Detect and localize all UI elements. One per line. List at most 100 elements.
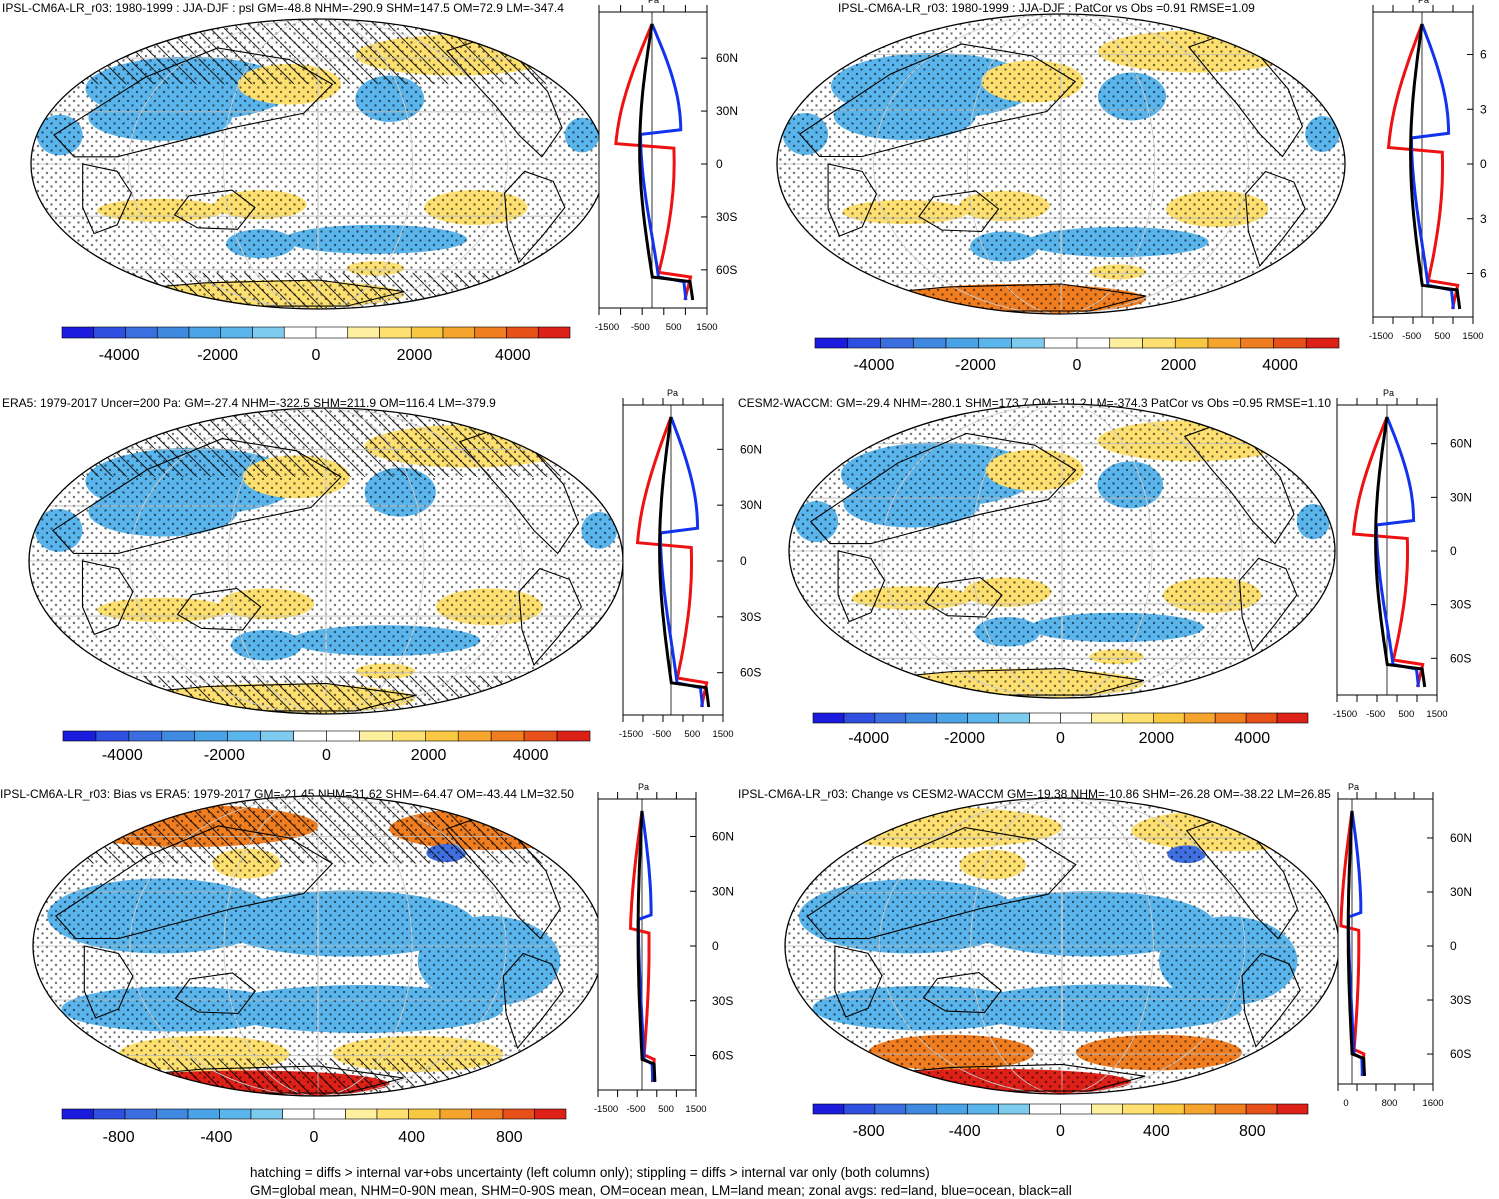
colorbar-swatch xyxy=(843,1103,876,1115)
colorbar-swatch xyxy=(194,730,228,742)
colorbar-label: -800 xyxy=(853,1123,885,1140)
zonal-land-line xyxy=(1386,23,1460,310)
latitude-label: 0 xyxy=(716,157,723,171)
longitude-gridline xyxy=(317,796,319,1096)
zonal-land-line xyxy=(614,23,693,301)
colorbar-swatch xyxy=(219,1108,252,1120)
map-fill-4 xyxy=(789,404,1335,698)
colorbar-4: -4000 -2000 0 2000 4000 xyxy=(812,712,1309,747)
zonal-unit-label: Pa xyxy=(667,388,678,398)
colorbar-swatch xyxy=(442,326,476,339)
colorbar-swatch xyxy=(1029,712,1061,724)
zonal-tick-label: -1500 xyxy=(594,1104,618,1115)
colorbar-swatch xyxy=(1122,712,1154,724)
colorbar-swatch xyxy=(93,1108,126,1120)
colorbar-swatch xyxy=(128,730,163,742)
coastline xyxy=(806,827,1077,940)
colorbar-swatch xyxy=(1214,1103,1247,1115)
zonal-tick-label: -1500 xyxy=(1369,331,1393,342)
latitude-label: 0 xyxy=(712,939,719,953)
map-fill-2 xyxy=(777,14,1345,314)
coastline xyxy=(827,163,878,237)
colorbar-swatch xyxy=(359,730,393,742)
colorbar-label: 2000 xyxy=(1161,357,1197,374)
longitude-gridline xyxy=(966,14,1156,314)
colorbar-swatch xyxy=(95,730,130,742)
map-fill-5 xyxy=(33,796,603,1096)
colorbar-label: -2000 xyxy=(204,747,245,764)
zonal-all-line xyxy=(1346,810,1366,1077)
colorbar-swatch xyxy=(1183,1103,1216,1115)
coastline xyxy=(81,560,134,636)
colorbar-swatch xyxy=(1153,1103,1185,1115)
map-panel-5 xyxy=(32,795,604,1097)
zonal-tick-label: 1500 xyxy=(1462,331,1483,342)
colorbar-swatch xyxy=(282,1108,315,1120)
colorbar-swatch xyxy=(534,1108,567,1120)
zonal-tick-label: -500 xyxy=(1366,709,1385,720)
colorbar-label: 800 xyxy=(496,1129,523,1146)
longitude-gridline xyxy=(881,404,1243,698)
colorbar-swatch xyxy=(250,1108,283,1120)
colorbar-swatch xyxy=(523,730,558,742)
colorbar-swatch xyxy=(313,1108,346,1120)
map-panel-4 xyxy=(788,403,1336,699)
colorbar-swatch xyxy=(220,326,253,339)
colorbar-swatch xyxy=(410,326,444,339)
coastline xyxy=(798,43,1077,158)
colorbar-swatch xyxy=(1183,712,1216,724)
colorbar-swatch xyxy=(912,337,947,349)
colorbar-swatch xyxy=(124,1108,157,1120)
zonal-tick-label: -500 xyxy=(652,729,671,740)
coastline xyxy=(1238,557,1298,653)
colorbar-swatch xyxy=(1060,1103,1092,1115)
coastline xyxy=(82,163,133,235)
latitude-label: 0 xyxy=(1450,544,1457,558)
colorbar-swatch xyxy=(61,326,95,339)
latitude-label: 30S xyxy=(712,994,733,1008)
zonal-plot-5: Pa -1500 -500 500 1500 60N 30N 0 30S 60S xyxy=(594,782,734,1115)
zonal-ocean-line xyxy=(1374,416,1420,688)
colorbar-swatch xyxy=(978,337,1012,349)
zonal-tick-label: 1500 xyxy=(685,1104,706,1115)
colorbar-label: 0 xyxy=(310,1129,319,1146)
latitude-label: 60S xyxy=(712,1049,733,1063)
colorbar-swatch xyxy=(843,712,876,724)
latitude-label: 60N xyxy=(1450,437,1472,451)
latitude-label: 30N xyxy=(1450,885,1472,899)
zonal-tick-label: 1500 xyxy=(712,729,733,740)
map-fill-1 xyxy=(31,19,605,309)
longitude-gridline xyxy=(223,796,413,1096)
zonal-all-line xyxy=(1409,23,1462,310)
colorbar-swatch xyxy=(1276,712,1309,724)
colorbar-swatch xyxy=(998,712,1030,724)
colorbar-label: 400 xyxy=(398,1129,425,1146)
colorbar-swatch xyxy=(326,730,360,742)
colorbar-label: -2000 xyxy=(197,347,238,364)
coastline xyxy=(51,438,342,554)
colorbar-swatch xyxy=(1245,712,1278,724)
colorbar-label: 4000 xyxy=(495,347,531,364)
colorbar-swatch xyxy=(967,712,999,724)
zonal-tick-label: -500 xyxy=(1402,331,1421,342)
longitude-gridline xyxy=(129,796,507,1096)
colorbar-swatch xyxy=(125,326,158,339)
colorbar-swatch xyxy=(347,326,380,339)
zonal-tick-label: -500 xyxy=(631,322,650,333)
colorbar-label: -2000 xyxy=(955,357,996,374)
longitude-gridline xyxy=(227,408,425,714)
colorbar-swatch xyxy=(814,337,849,349)
colorbar-swatch xyxy=(812,1103,845,1115)
latitude-label: 60N xyxy=(1450,831,1472,845)
hatching xyxy=(59,272,519,309)
colorbar-label: 2000 xyxy=(1139,730,1175,747)
zonal-frame xyxy=(1372,11,1474,318)
zonal-tick-label: 0 xyxy=(1343,1098,1348,1109)
colorbar-5: -800 -400 0 400 800 xyxy=(61,1108,567,1146)
latitude-label: 60S xyxy=(1450,651,1471,665)
panel-title-4: CESM2-WACCM: GM=-29.4 NHM=-280.1 SHM=173… xyxy=(738,396,1332,410)
zonal-tick-label: 500 xyxy=(658,1104,674,1115)
map-panel-2 xyxy=(776,13,1346,315)
colorbar-swatch xyxy=(1273,337,1307,349)
colorbar-6: -800 -400 0 400 800 xyxy=(812,1103,1309,1140)
